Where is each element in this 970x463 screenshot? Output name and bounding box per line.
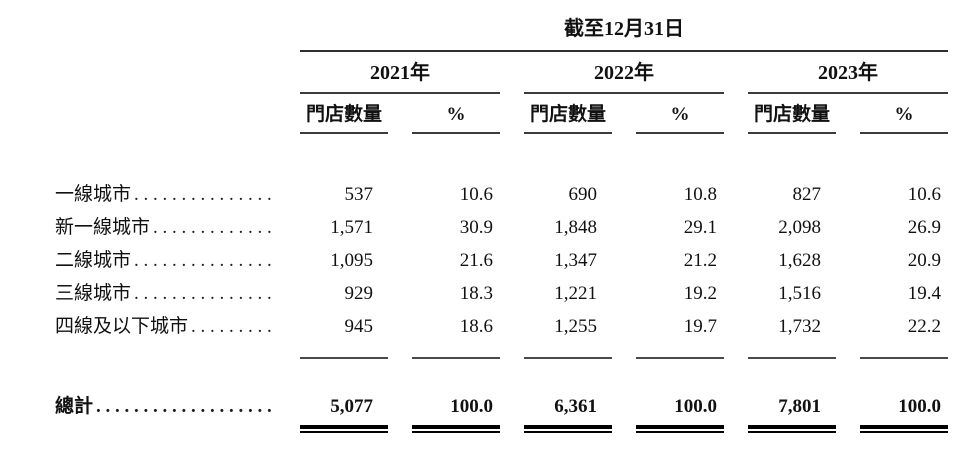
column-header-stores-2023: 門店數量: [748, 94, 836, 134]
leader-dots: . . . . . . . . . . . . . . . . . . . . …: [134, 250, 276, 271]
leader-dots: . . . . . . . . . . . . . . . . . . . . …: [134, 184, 276, 205]
total-2021-stores: 5,077: [300, 389, 388, 433]
row-label-new-tier1: 新一線城市 . . . . . . . . . . . . . . . . . …: [55, 211, 276, 244]
cell-2021-stores: 537: [344, 184, 374, 205]
total-2023-stores: 7,801: [748, 389, 836, 433]
row-label-text: 新一線城市: [55, 217, 151, 238]
total-label-text: 總計: [55, 396, 94, 417]
row-label-text: 一線城市: [55, 184, 132, 205]
cell-2023-pct: 19.4: [907, 283, 941, 304]
column-header-pct-2023: %: [860, 94, 948, 134]
cell-2022-stores: 1,347: [554, 250, 597, 271]
column-header-stores-2022: 門店數量: [524, 94, 612, 134]
table-row: 四線及以下城市 . . . . . . . . . . . . . . . . …: [55, 310, 970, 359]
cell-2022-pct: 10.8: [683, 184, 717, 205]
cell-2021-stores: 1,571: [330, 217, 373, 238]
cell-2023-stores: 1,628: [778, 250, 821, 271]
cell-2021-pct: 30.9: [459, 217, 493, 238]
leader-dots: . . . . . . . . . . . . . . . . . . . . …: [153, 217, 276, 238]
row-label-tier2: 二線城市 . . . . . . . . . . . . . . . . . .…: [55, 244, 276, 277]
cell-2023-pct: 22.2: [860, 310, 948, 359]
column-header-pct-2021: %: [412, 94, 500, 134]
table-title-row: 截至12月31日: [55, 12, 970, 52]
cell-2023-pct: 10.6: [907, 184, 941, 205]
row-label-text: 二線城市: [55, 250, 132, 271]
cell-2023-stores: 1,732: [748, 310, 836, 359]
year-header-2023: 2023年: [748, 52, 948, 94]
column-header-stores-2021: 門店數量: [300, 94, 388, 134]
cell-2023-stores: 827: [792, 184, 822, 205]
table-row: 一線城市 . . . . . . . . . . . . . . . . . .…: [55, 178, 970, 211]
cell-2021-pct: 10.6: [459, 184, 493, 205]
table-row: 二線城市 . . . . . . . . . . . . . . . . . .…: [55, 244, 970, 277]
total-label: 總計 . . . . . . . . . . . . . . . . . . .…: [55, 389, 276, 429]
year-header-2021: 2021年: [300, 52, 500, 94]
cell-2021-stores: 1,095: [330, 250, 373, 271]
cell-2021-stores: 945: [300, 310, 388, 359]
column-header-row: 門店數量 % 門店數量 % 門店數量 %: [55, 94, 970, 134]
total-2023-pct: 100.0: [860, 389, 948, 433]
cell-2023-pct: 20.9: [907, 250, 941, 271]
cell-2022-pct: 19.7: [636, 310, 724, 359]
leader-dots: . . . . . . . . . . . . . . . . . . . . …: [134, 283, 276, 304]
row-label-text: 三線城市: [55, 283, 132, 304]
cell-2022-stores: 690: [568, 184, 598, 205]
row-label-tier4-below: 四線及以下城市 . . . . . . . . . . . . . . . . …: [55, 310, 276, 357]
total-2022-pct: 100.0: [636, 389, 724, 433]
cell-2021-pct: 18.3: [459, 283, 493, 304]
spacer: [55, 134, 970, 178]
cell-2022-stores: 1,848: [554, 217, 597, 238]
column-header-pct-2022: %: [636, 94, 724, 134]
cell-2023-stores: 1,516: [778, 283, 821, 304]
row-label-tier1: 一線城市 . . . . . . . . . . . . . . . . . .…: [55, 178, 276, 211]
table-row: 新一線城市 . . . . . . . . . . . . . . . . . …: [55, 211, 970, 244]
cell-2021-pct: 18.6: [412, 310, 500, 359]
cell-2022-stores: 1,221: [554, 283, 597, 304]
cell-2023-pct: 26.9: [907, 217, 941, 238]
cell-2022-pct: 29.1: [683, 217, 717, 238]
year-header-row: 2021年 2022年 2023年: [55, 52, 970, 94]
leader-dots: . . . . . . . . . . . . . . . . . . . . …: [191, 316, 276, 337]
total-row: 總計 . . . . . . . . . . . . . . . . . . .…: [55, 389, 970, 433]
leader-dots: . . . . . . . . . . . . . . . . . . . . …: [96, 396, 276, 417]
table-title: 截至12月31日: [300, 12, 948, 52]
row-label-tier3: 三線城市 . . . . . . . . . . . . . . . . . .…: [55, 277, 276, 310]
cell-2022-pct: 21.2: [683, 250, 717, 271]
total-2021-pct: 100.0: [412, 389, 500, 433]
spacer: [55, 359, 970, 389]
total-2022-stores: 6,361: [524, 389, 612, 433]
year-header-2022: 2022年: [524, 52, 724, 94]
table-row: 三線城市 . . . . . . . . . . . . . . . . . .…: [55, 277, 970, 310]
cell-2021-stores: 929: [344, 283, 374, 304]
cell-2023-stores: 2,098: [778, 217, 821, 238]
cell-2022-stores: 1,255: [524, 310, 612, 359]
cell-2022-pct: 19.2: [683, 283, 717, 304]
row-label-text: 四線及以下城市: [55, 316, 189, 337]
cell-2021-pct: 21.6: [459, 250, 493, 271]
